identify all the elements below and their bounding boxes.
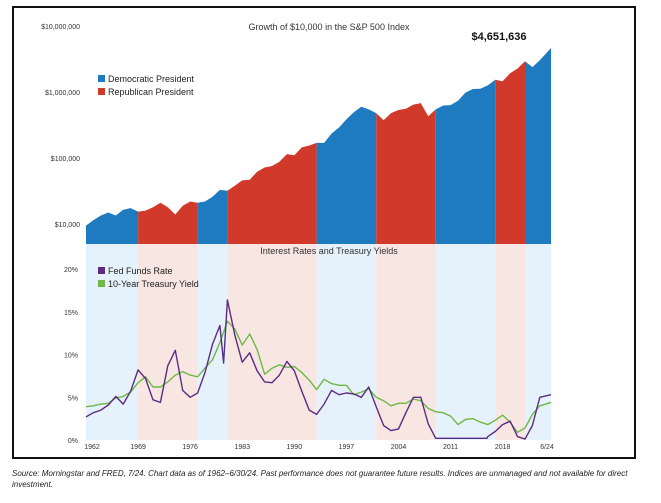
source-note: Source: Morningstar and FRED, 7/24. Char… <box>12 469 628 489</box>
bottom-y-tick-label: 10% <box>64 353 78 360</box>
bottom-y-tick-label: 0% <box>68 438 78 445</box>
series-line-fed-funds <box>85 299 552 440</box>
term-shade-6 <box>435 244 496 440</box>
term-shade-4 <box>316 244 377 440</box>
x-tick-label: 1990 <box>287 444 303 451</box>
term-area-2 <box>197 189 228 244</box>
term-area-7 <box>495 61 525 244</box>
chart-svg: $10,000 $100,000 $1,000,000 $10,000,000 Grow… <box>41 22 554 451</box>
term-shade-0 <box>86 244 139 440</box>
chart-frame: $10,000 $100,000 $1,000,000 $10,000,000 Grow… <box>12 6 636 459</box>
top-chart-title: Growth of $10,000 in the S&P 500 Index <box>249 22 410 32</box>
term-shade-7 <box>495 244 525 440</box>
legend-label-republican: Republican President <box>108 87 194 97</box>
term-area-3 <box>227 142 317 244</box>
legend-swatch-republican <box>98 88 105 95</box>
series-line-treasury-yield <box>85 320 552 433</box>
legend-swatch-treasury <box>98 280 105 287</box>
term-area-4 <box>316 106 377 244</box>
term-shade-3 <box>227 244 317 440</box>
bottom-y-tick-label: 5% <box>68 395 78 402</box>
legend-swatch-fed-funds <box>98 267 105 274</box>
x-tick-label: 1976 <box>182 444 198 451</box>
end-value-label: $4,651,636 <box>471 31 526 43</box>
legend-label-fed-funds: Fed Funds Rate <box>108 266 173 276</box>
term-area-8 <box>525 48 551 244</box>
term-area-1 <box>138 201 198 244</box>
top-y-tick-label: $10,000,000 <box>41 24 80 31</box>
bottom-y-tick-label: 15% <box>64 310 78 317</box>
legend-label-treasury: 10-Year Treasury Yield <box>108 279 199 289</box>
top-y-tick-label: $100,000 <box>51 156 80 163</box>
legend-swatch-democratic <box>98 75 105 82</box>
top-y-tick-label: $1,000,000 <box>45 90 80 97</box>
term-area-5 <box>376 103 436 244</box>
term-shade-5 <box>376 244 436 440</box>
legend-label-democratic: Democratic President <box>108 74 195 84</box>
x-tick-label: 1997 <box>339 444 355 451</box>
top-y-tick-label: $10,000 <box>55 222 80 229</box>
x-tick-label: 6/24 <box>540 444 554 451</box>
bottom-chart-title: Interest Rates and Treasury Yields <box>260 246 398 256</box>
x-tick-label: 1983 <box>234 444 250 451</box>
bottom-y-tick-label: 20% <box>64 267 78 274</box>
x-tick-label: 2011 <box>443 444 458 451</box>
x-tick-label: 2004 <box>391 444 407 451</box>
term-shade-1 <box>138 244 198 440</box>
term-area-0 <box>86 208 139 244</box>
x-tick-label: 1969 <box>130 444 146 451</box>
term-shade-8 <box>524 244 551 440</box>
term-area-6 <box>435 79 496 244</box>
term-shade-2 <box>197 244 228 440</box>
x-tick-label: 1962 <box>84 444 100 451</box>
x-tick-label: 2018 <box>495 444 511 451</box>
